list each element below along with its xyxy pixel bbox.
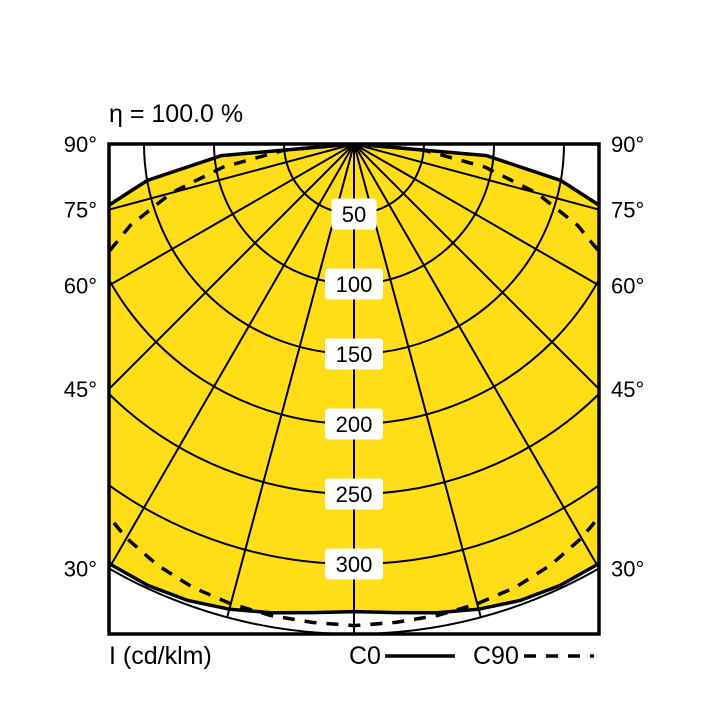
intensity-label: 100	[336, 272, 373, 297]
efficiency-title: η = 100.0 %	[109, 100, 243, 128]
intensity-label: 150	[336, 342, 373, 367]
angle-label-left: 30°	[64, 556, 97, 581]
angle-label-right: 45°	[611, 377, 644, 402]
intensity-label: 200	[336, 412, 373, 437]
intensity-label: 250	[336, 482, 373, 507]
angle-label-right: 75°	[611, 198, 644, 223]
intensity-label: 50	[342, 202, 366, 227]
angle-label-left: 75°	[64, 198, 97, 223]
polar-intensity-chart: 90° 75° 60° 45° 30° 90° 75° 60° 45° 30° 50 100 150 20…	[0, 0, 708, 708]
angle-label-left: 90°	[64, 132, 97, 157]
angle-label-left: 60°	[64, 273, 97, 298]
units-label: I (cd/klm)	[109, 642, 212, 670]
legend-label: C0	[349, 642, 381, 670]
angle-label-right: 90°	[611, 132, 644, 157]
angle-label-left: 45°	[64, 377, 97, 402]
intensity-label: 300	[336, 552, 373, 577]
angle-label-right: 60°	[611, 273, 644, 298]
angle-label-right: 30°	[611, 556, 644, 581]
legend-label: C90	[473, 642, 519, 670]
